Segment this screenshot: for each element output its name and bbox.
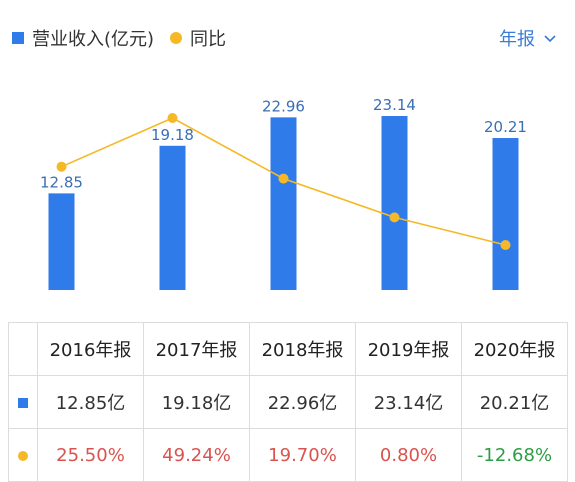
table-header-cell: 2020年报 bbox=[461, 322, 568, 376]
table-header-row: 2016年报 2017年报 2018年报 2019年报 2020年报 bbox=[8, 322, 568, 376]
yoy-point bbox=[167, 113, 178, 123]
revenue-chart: 12.85 19.18 22.96 23.14 20.21 bbox=[40, 96, 527, 290]
revenue-cell: 22.96亿 bbox=[249, 375, 356, 429]
yoy-row-marker bbox=[8, 428, 38, 482]
yoy-cell: -12.68% bbox=[461, 428, 568, 482]
revenue-legend-swatch bbox=[12, 32, 24, 44]
table-header-cell: 2019年报 bbox=[355, 322, 462, 376]
revenue-bar bbox=[381, 116, 408, 290]
period-selector[interactable]: 年报 bbox=[499, 24, 557, 52]
yoy-legend-swatch bbox=[170, 32, 183, 44]
revenue-cell: 23.14亿 bbox=[355, 375, 462, 429]
revenue-bar-label: 12.85 bbox=[40, 173, 83, 191]
yoy-cell: 0.80% bbox=[355, 428, 462, 482]
table-row-yoy: 25.50% 49.24% 19.70% 0.80% -12.68% bbox=[8, 428, 568, 482]
data-table: 2016年报 2017年报 2018年报 2019年报 2020年报 12.85… bbox=[8, 322, 568, 482]
dot-marker-icon bbox=[18, 450, 28, 461]
table-header-cell: 2017年报 bbox=[143, 322, 250, 376]
revenue-cell: 20.21亿 bbox=[461, 375, 568, 429]
revenue-bar-label: 19.18 bbox=[151, 126, 194, 144]
yoy-cell: 25.50% bbox=[37, 428, 144, 482]
revenue-bar bbox=[159, 145, 186, 290]
revenue-bar bbox=[492, 138, 519, 290]
revenue-bar-label: 22.96 bbox=[262, 97, 305, 115]
table-header-cell: 2018年报 bbox=[249, 322, 356, 376]
period-selector-label: 年报 bbox=[499, 29, 535, 50]
table-row-revenue: 12.85亿 19.18亿 22.96亿 23.14亿 20.21亿 bbox=[8, 375, 568, 429]
table-header-cell: 2016年报 bbox=[37, 322, 144, 376]
chart-legend: 营业收入(亿元) 同比 bbox=[12, 24, 226, 52]
revenue-bar bbox=[270, 117, 297, 290]
chevron-down-icon bbox=[544, 35, 556, 43]
revenue-bar bbox=[48, 193, 75, 290]
yoy-cell: 49.24% bbox=[143, 428, 250, 482]
yoy-cell: 19.70% bbox=[249, 428, 356, 482]
revenue-bar-label: 23.14 bbox=[373, 96, 416, 114]
revenue-legend-label: 营业收入(亿元) bbox=[32, 29, 155, 50]
table-corner-cell bbox=[8, 322, 38, 376]
yoy-legend-label: 同比 bbox=[190, 29, 227, 50]
square-marker-icon bbox=[18, 397, 28, 408]
revenue-row-marker bbox=[8, 375, 38, 429]
revenue-bar-label: 20.21 bbox=[484, 118, 527, 136]
yoy-point bbox=[56, 161, 67, 172]
yoy-point bbox=[278, 173, 289, 184]
revenue-cell: 12.85亿 bbox=[37, 375, 144, 429]
revenue-cell: 19.18亿 bbox=[143, 375, 250, 429]
yoy-point bbox=[500, 240, 511, 250]
yoy-point bbox=[389, 212, 400, 223]
